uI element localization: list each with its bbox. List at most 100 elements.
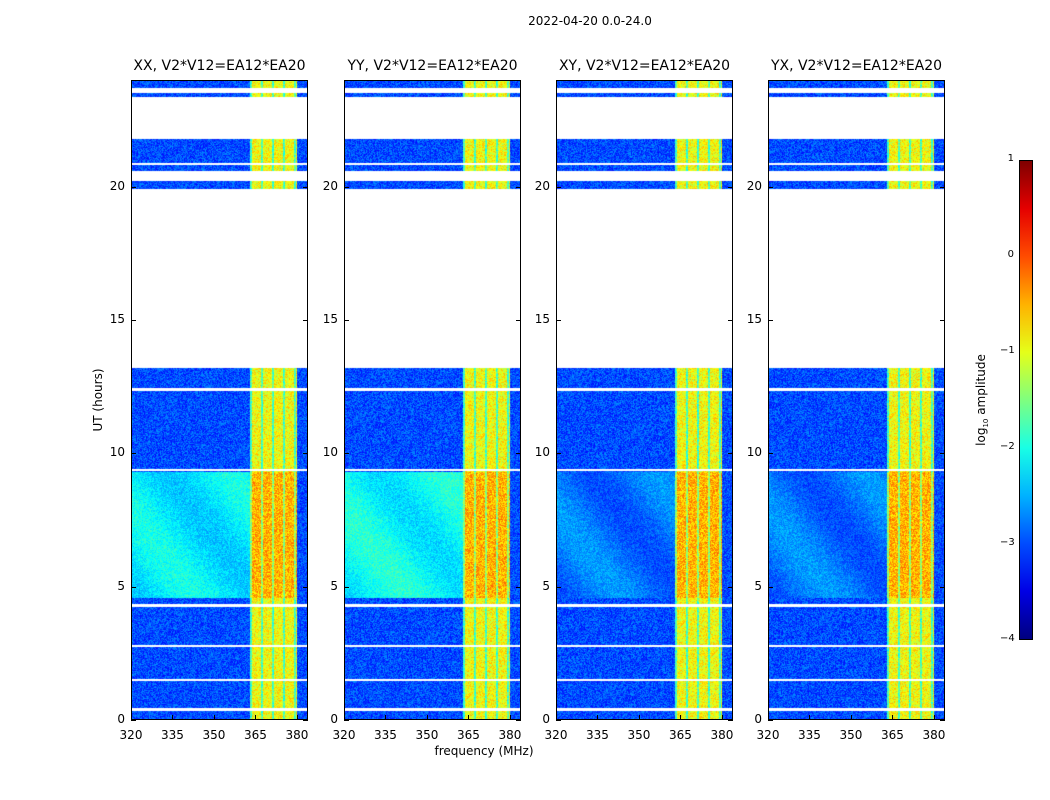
- y-tick-label: 20: [322, 178, 338, 193]
- panel-title: YY, V2*V12=EA12*EA20: [347, 58, 518, 74]
- x-tick-mark: [344, 715, 345, 720]
- x-tick-label: 320: [119, 728, 143, 742]
- y-tick-mark: [131, 320, 136, 321]
- x-tick-mark: [255, 715, 257, 720]
- x-tick-mark: [296, 715, 298, 720]
- spectrogram-panel-2: YY, V2*V12=EA12*EA20 320 335 350 365 380 0 5 10 1…: [323, 58, 522, 742]
- y-tick-mark: [516, 586, 521, 588]
- y-tick-mark: [728, 720, 733, 721]
- x-tick-mark: [172, 715, 174, 720]
- x-tick-label: 350: [415, 728, 439, 742]
- x-tick-mark: [809, 715, 811, 720]
- x-tick-mark: [509, 715, 511, 720]
- x-tick-mark: [680, 715, 682, 720]
- y-tick-mark: [344, 720, 349, 721]
- axes-frame: [556, 80, 733, 720]
- x-tick-label: 365: [457, 728, 480, 742]
- x-tick-mark: [213, 715, 215, 720]
- x-tick-label: 380: [285, 728, 309, 742]
- y-tick-mark: [768, 453, 773, 455]
- y-tick-mark: [728, 186, 733, 188]
- y-tick-mark: [344, 320, 349, 321]
- y-tick-mark: [516, 186, 521, 188]
- x-tick-mark: [556, 715, 557, 720]
- y-tick-mark: [131, 720, 136, 721]
- y-tick-mark: [131, 586, 136, 588]
- spectrogram-panel-4: YX, V2*V12=EA12*EA20 320 335 350 365 380 0 5 10 1…: [747, 58, 946, 742]
- y-tick-label: 15: [109, 312, 125, 326]
- x-tick-mark: [638, 715, 640, 720]
- y-tick-mark: [516, 720, 521, 721]
- y-tick-label: 5: [117, 578, 125, 593]
- x-tick-mark: [721, 715, 723, 720]
- x-tick-label: 335: [586, 728, 609, 742]
- y-tick-label: 10: [746, 445, 762, 460]
- y-tick-mark: [940, 186, 945, 188]
- x-tick-label: 320: [544, 728, 568, 742]
- x-tick-mark: [385, 715, 387, 720]
- x-tick-label: 320: [332, 728, 356, 742]
- y-tick-label: 10: [322, 445, 338, 460]
- colorbar-tick-label: 0: [1007, 249, 1014, 260]
- colorbar-label-rest: amplitude: [973, 354, 988, 419]
- x-tick-label: 365: [244, 728, 267, 742]
- y-tick-label: 0: [542, 712, 550, 726]
- axes-frame: [768, 80, 945, 720]
- x-tick-label: 380: [498, 728, 522, 742]
- x-tick-label: 350: [202, 728, 226, 742]
- colorbar-tick-label: −3: [1000, 537, 1015, 548]
- colorbar-label-sub: 10: [982, 418, 991, 428]
- y-tick-label: 20: [746, 178, 762, 193]
- y-tick-mark: [728, 453, 733, 455]
- colorbar-tick-label: −1: [1000, 345, 1015, 356]
- x-tick-label: 320: [756, 728, 780, 742]
- y-tick-mark: [303, 320, 308, 321]
- spectrogram-image: [131, 80, 308, 720]
- x-tick-label: 335: [161, 728, 184, 742]
- y-tick-mark: [768, 186, 773, 188]
- y-tick-mark: [344, 586, 349, 588]
- x-tick-label: 335: [798, 728, 821, 742]
- figure-title: 2022-04-20 0.0-24.0: [528, 14, 652, 28]
- x-tick-mark: [426, 715, 428, 720]
- y-axis-label: UT (hours): [91, 368, 105, 432]
- y-tick-mark: [556, 586, 561, 588]
- y-tick-mark: [344, 186, 349, 188]
- y-tick-mark: [303, 186, 308, 188]
- colorbar-label: log10 amplitude: [974, 354, 990, 446]
- y-tick-mark: [768, 720, 773, 721]
- y-tick-mark: [768, 320, 773, 321]
- colorbar-tick-label: −4: [1000, 633, 1015, 644]
- spectrogram-image: [768, 80, 945, 720]
- x-tick-label: 380: [922, 728, 946, 742]
- y-tick-mark: [344, 453, 349, 455]
- axes-frame: [131, 80, 308, 720]
- colorbar-label-log: log: [973, 427, 988, 446]
- y-tick-mark: [940, 586, 945, 588]
- y-tick-label: 20: [534, 178, 550, 193]
- y-tick-mark: [728, 586, 733, 588]
- y-tick-mark: [768, 586, 773, 588]
- x-tick-mark: [933, 715, 935, 720]
- spectrogram-image: [556, 80, 733, 720]
- y-tick-mark: [940, 453, 945, 455]
- spectrogram-panel-1: XX, V2*V12=EA12*EA20 320 335 350 365 380 0 5 10 1…: [110, 58, 309, 742]
- y-tick-mark: [516, 453, 521, 455]
- panel-title: YX, V2*V12=EA12*EA20: [770, 58, 943, 74]
- x-tick-mark: [468, 715, 470, 720]
- panel-title: XX, V2*V12=EA12*EA20: [133, 58, 306, 74]
- x-tick-label: 335: [374, 728, 397, 742]
- y-tick-mark: [556, 186, 561, 188]
- y-tick-mark: [131, 453, 136, 455]
- y-tick-mark: [303, 720, 308, 721]
- y-tick-label: 5: [754, 578, 762, 593]
- y-tick-label: 10: [534, 445, 550, 460]
- y-tick-label: 15: [322, 312, 338, 326]
- axes-frame: [344, 80, 521, 720]
- y-tick-mark: [303, 586, 308, 588]
- x-tick-label: 350: [839, 728, 863, 742]
- y-tick-label: 10: [109, 445, 125, 460]
- y-tick-label: 0: [117, 712, 125, 726]
- y-tick-label: 15: [746, 312, 762, 326]
- y-tick-label: 0: [754, 712, 762, 726]
